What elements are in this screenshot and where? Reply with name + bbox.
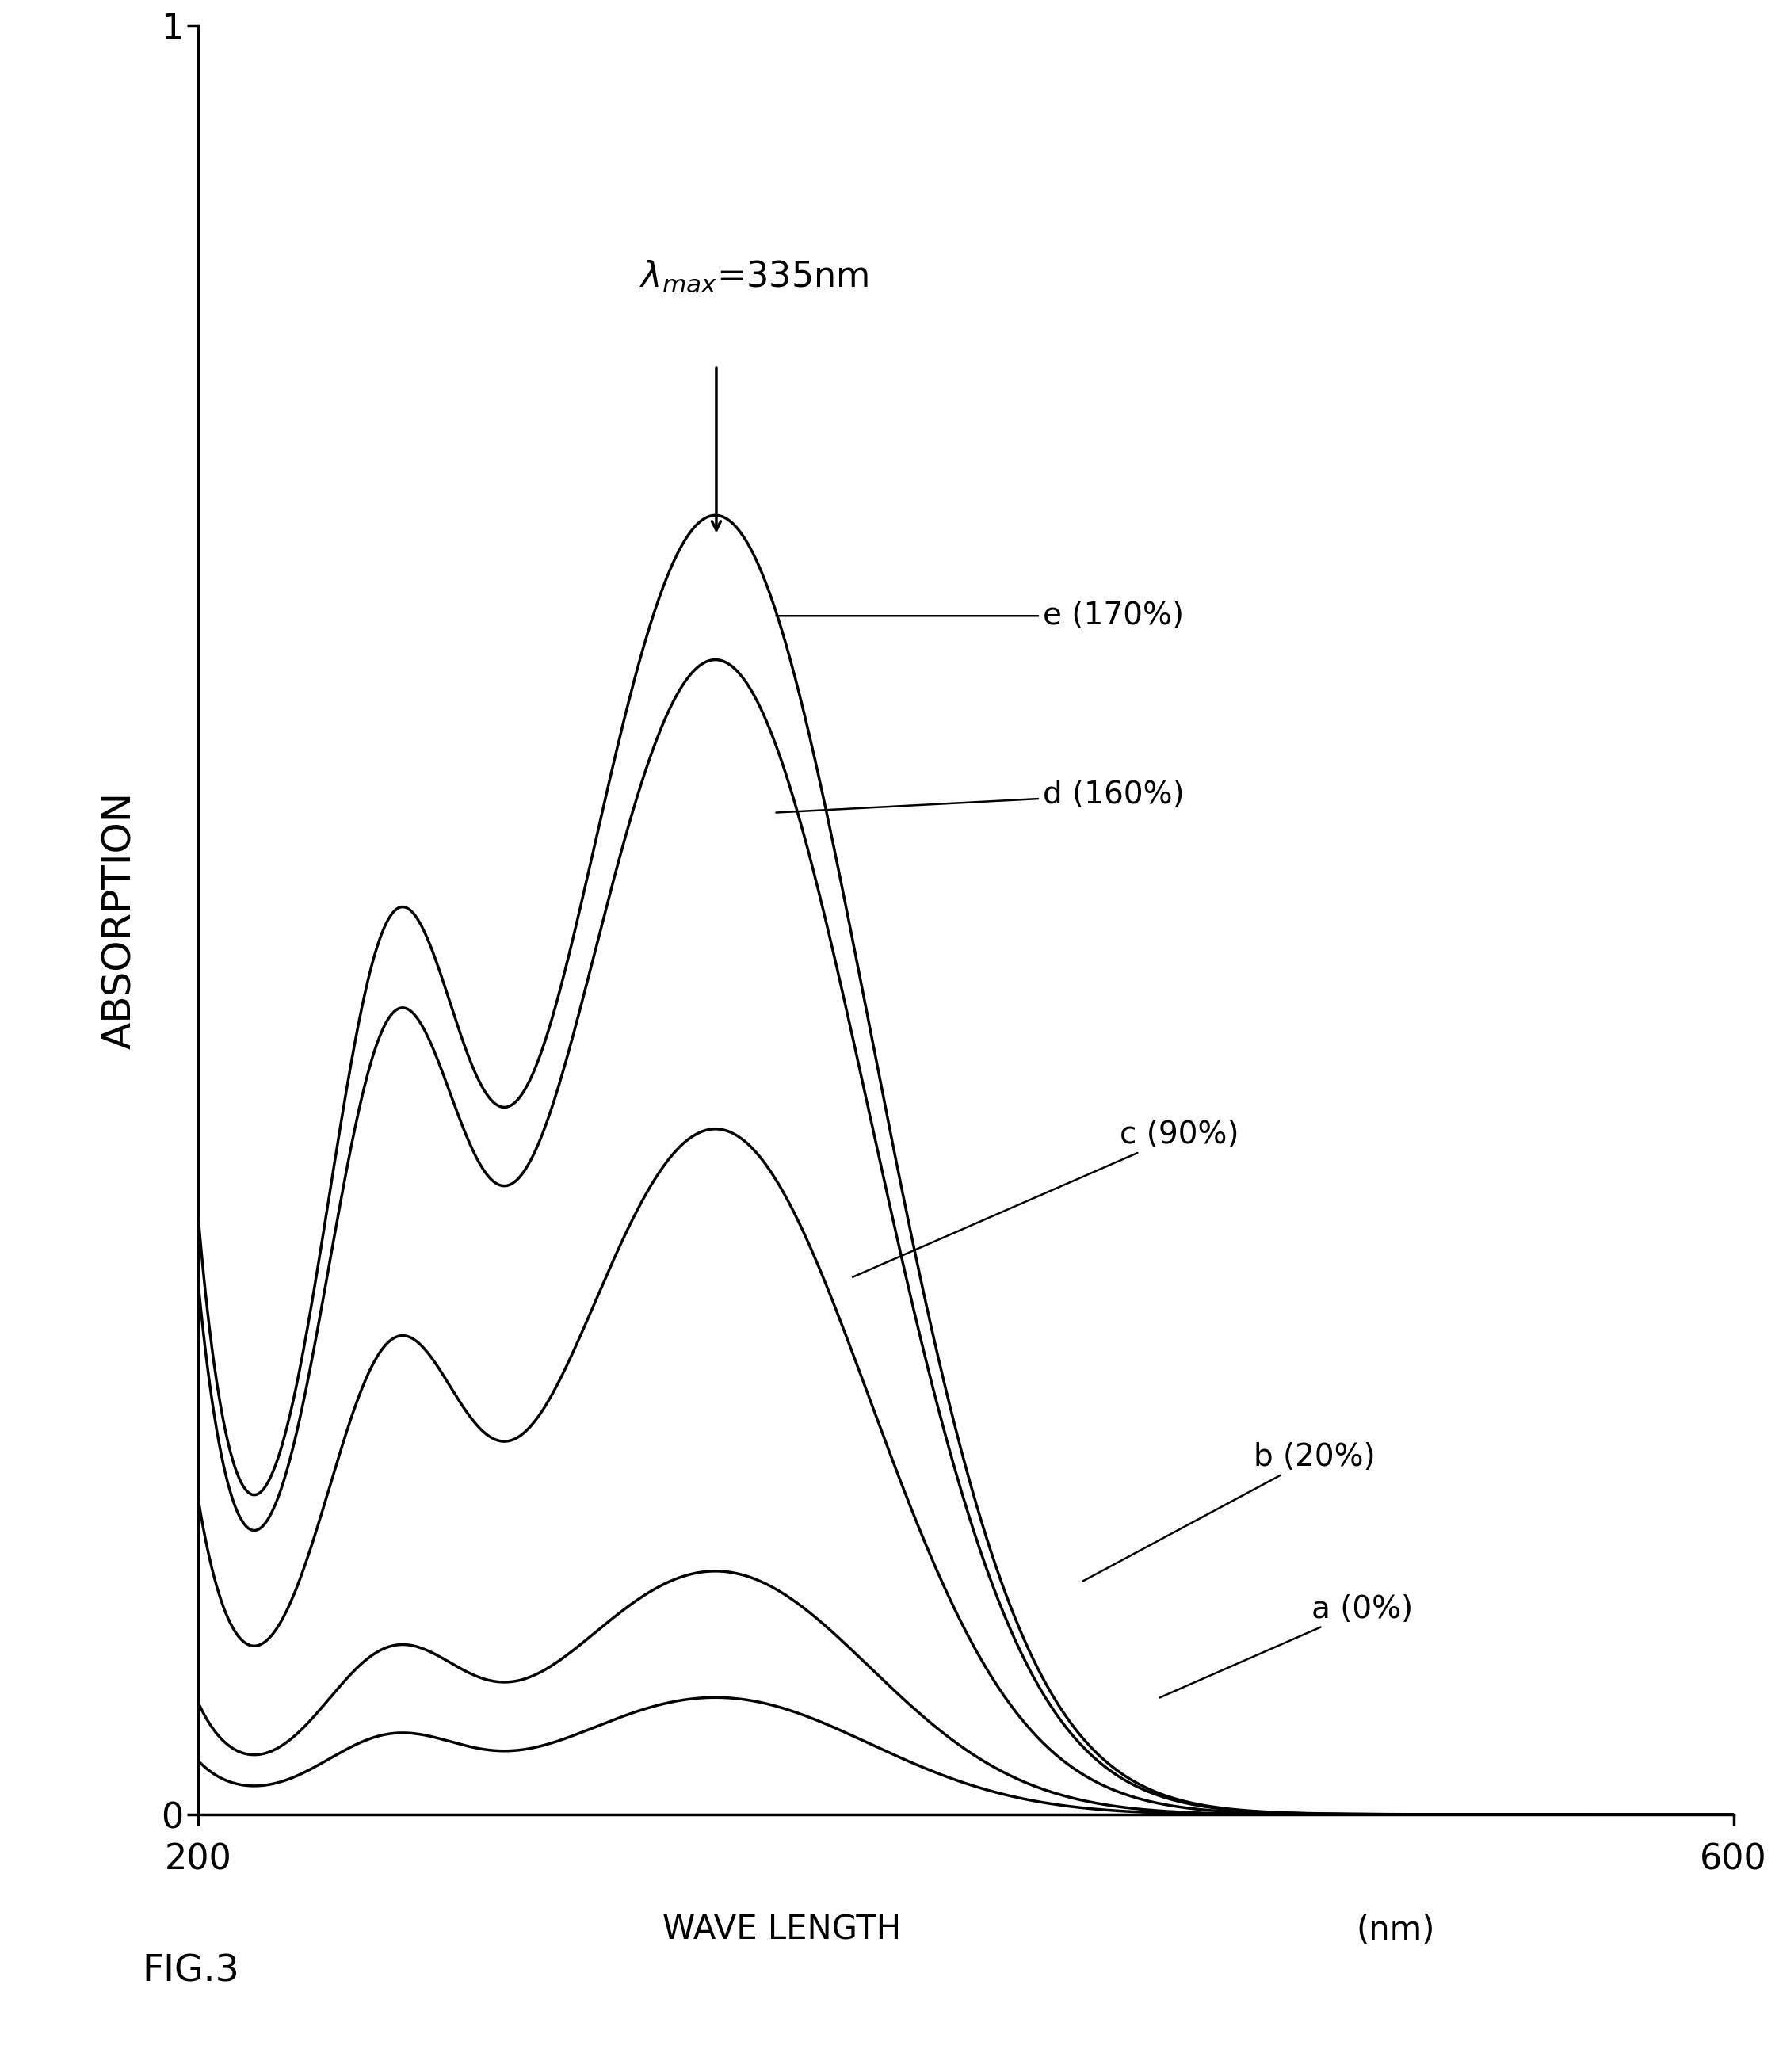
Text: c (90%): c (90%) xyxy=(852,1119,1238,1276)
Text: WAVE LENGTH: WAVE LENGTH xyxy=(662,1912,900,1946)
Text: $\lambda_{max}$=335nm: $\lambda_{max}$=335nm xyxy=(640,259,868,294)
Text: e (170%): e (170%) xyxy=(776,601,1183,630)
Text: d (160%): d (160%) xyxy=(776,779,1185,812)
Text: b (20%): b (20%) xyxy=(1083,1442,1375,1581)
Y-axis label: ABSORPTION: ABSORPTION xyxy=(101,792,139,1048)
Text: FIG.3: FIG.3 xyxy=(142,1954,240,1989)
Text: a (0%): a (0%) xyxy=(1160,1593,1413,1697)
Text: (nm): (nm) xyxy=(1356,1912,1436,1946)
